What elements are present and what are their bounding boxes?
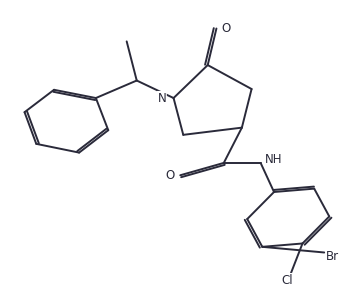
Text: Cl: Cl (282, 273, 293, 287)
Text: O: O (165, 169, 174, 182)
Text: O: O (222, 22, 231, 35)
Text: Br: Br (326, 250, 339, 263)
Text: NH: NH (264, 153, 282, 166)
Text: N: N (157, 92, 166, 104)
